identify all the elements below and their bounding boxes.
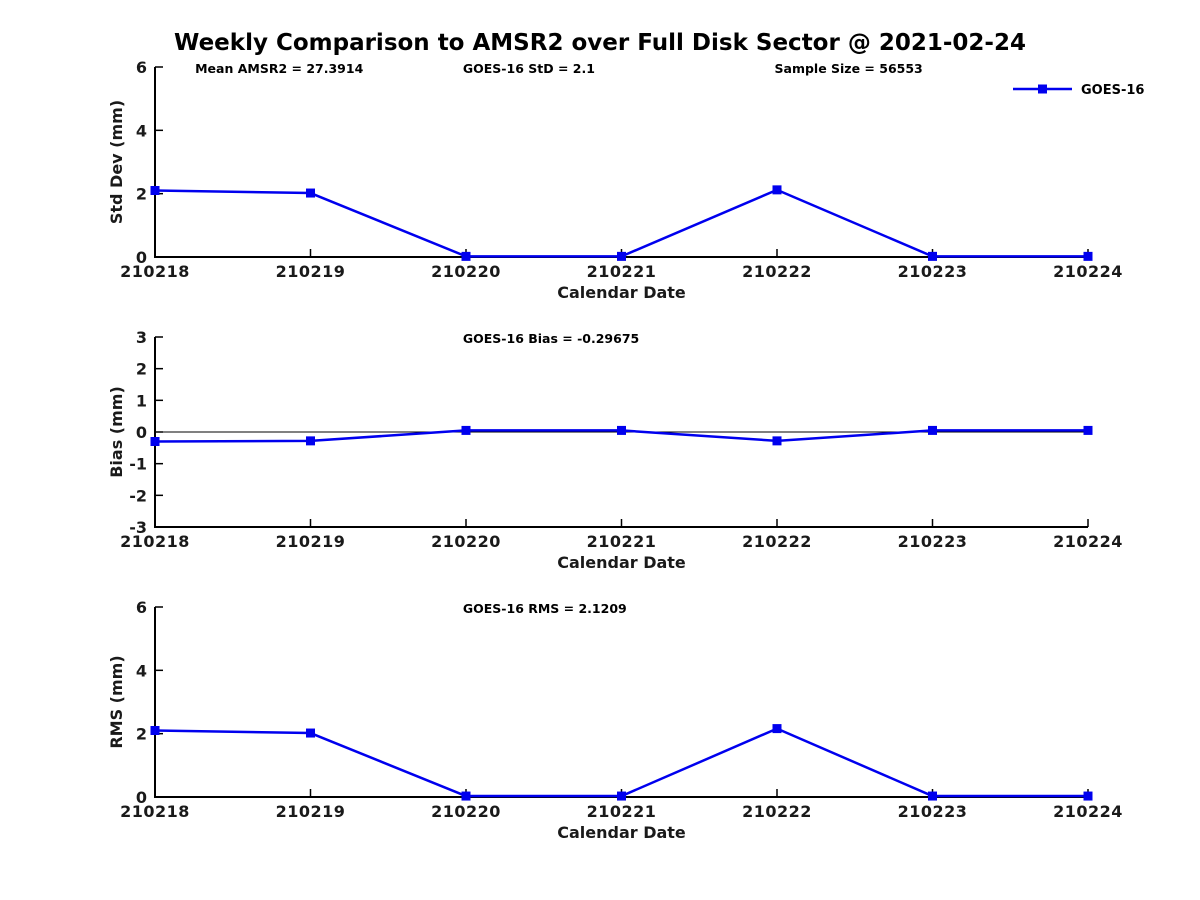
x-tick-label: 210220 <box>431 802 501 821</box>
series-marker <box>150 437 160 446</box>
y-tick-label: 2 <box>136 360 147 379</box>
x-tick-label: 210220 <box>431 532 501 551</box>
y-axis-label: Bias (mm) <box>107 386 126 478</box>
series-marker <box>772 185 782 195</box>
x-tick-label: 210224 <box>1053 262 1123 281</box>
y-tick-label: 3 <box>136 328 147 347</box>
series-marker <box>461 791 471 801</box>
x-tick-label: 210222 <box>742 802 812 821</box>
legend-marker-icon <box>1038 84 1047 94</box>
x-axis-label: Calendar Date <box>557 283 686 302</box>
series-marker <box>306 188 315 198</box>
y-tick-label: 0 <box>136 788 147 807</box>
y-axis-label: Std Dev (mm) <box>107 100 126 224</box>
y-tick-label: -2 <box>129 486 147 505</box>
series-marker <box>461 425 471 435</box>
chart-rms: 0 2 4 6 210218 210219 210220 210221 210222 210223… <box>107 598 1123 842</box>
y-tick-label: -1 <box>129 455 147 474</box>
series-marker <box>617 251 626 261</box>
annotation-text: GOES-16 StD = 2.1 <box>463 61 595 76</box>
legend: GOES-16 <box>1013 83 1144 98</box>
x-tick-label: 210221 <box>587 532 657 551</box>
series-marker <box>772 436 782 446</box>
x-tick-label: 210219 <box>276 532 346 551</box>
annotation-text: Sample Size = 56553 <box>775 61 923 76</box>
annotation-text: Mean AMSR2 = 27.3914 <box>195 61 363 76</box>
series-marker <box>772 724 782 734</box>
series-marker <box>928 251 937 261</box>
x-tick-label: 210218 <box>120 802 190 821</box>
chart-stddev: 0 2 4 6 210218 210219 210220 210221 210222 210223… <box>107 58 1144 302</box>
y-tick-label: 2 <box>136 725 147 744</box>
x-tick-label: 210219 <box>276 262 346 281</box>
x-tick-label: 210222 <box>742 262 812 281</box>
y-tick-label: 0 <box>136 423 147 442</box>
y-tick-label: 2 <box>136 185 147 204</box>
x-tick-label: 210218 <box>120 262 190 281</box>
x-tick-label: 210224 <box>1053 532 1123 551</box>
figure-title: Weekly Comparison to AMSR2 over Full Dis… <box>174 30 1026 56</box>
x-tick-label: 210218 <box>120 532 190 551</box>
series-marker <box>306 436 315 446</box>
x-axis-label: Calendar Date <box>557 553 686 572</box>
x-tick-label: 210219 <box>276 802 346 821</box>
series-marker <box>1083 791 1093 801</box>
y-tick-label: 6 <box>136 58 147 77</box>
x-tick-label: 210223 <box>898 262 968 281</box>
series-marker <box>150 726 160 735</box>
x-tick-label: 210221 <box>587 262 657 281</box>
y-tick-label: 1 <box>136 391 147 410</box>
annotation-text: GOES-16 RMS = 2.1209 <box>463 601 627 616</box>
y-tick-label: 4 <box>136 121 147 140</box>
series-marker <box>928 791 937 801</box>
series-marker <box>928 425 937 435</box>
series-line-goes-16 <box>154 727 1088 798</box>
x-tick-label: 210223 <box>898 802 968 821</box>
x-tick-label: 210222 <box>742 532 812 551</box>
x-tick-label: 210223 <box>898 532 968 551</box>
series-line-goes-16 <box>154 188 1088 258</box>
series-marker <box>150 186 160 195</box>
y-tick-label: 6 <box>136 598 147 617</box>
y-tick-label: 4 <box>136 661 147 680</box>
series-marker <box>1083 425 1093 435</box>
series-marker <box>617 791 626 801</box>
y-tick-label: -3 <box>129 518 147 537</box>
chart-bias: -3 -2 -1 0 1 2 3 210218 210219 210220 210221 210222… <box>107 328 1123 572</box>
annotation-text: GOES-16 Bias = -0.29675 <box>463 331 639 346</box>
series-marker <box>617 425 626 435</box>
y-tick-label: 0 <box>136 248 147 267</box>
y-axis-label: RMS (mm) <box>107 655 126 748</box>
x-axis-label: Calendar Date <box>557 823 686 842</box>
legend-label: GOES-16 <box>1081 83 1144 98</box>
series-marker <box>306 728 315 738</box>
x-tick-label: 210220 <box>431 262 501 281</box>
x-tick-label: 210221 <box>587 802 657 821</box>
x-tick-label: 210224 <box>1053 802 1123 821</box>
series-marker <box>1083 251 1093 261</box>
series-marker <box>461 251 471 261</box>
